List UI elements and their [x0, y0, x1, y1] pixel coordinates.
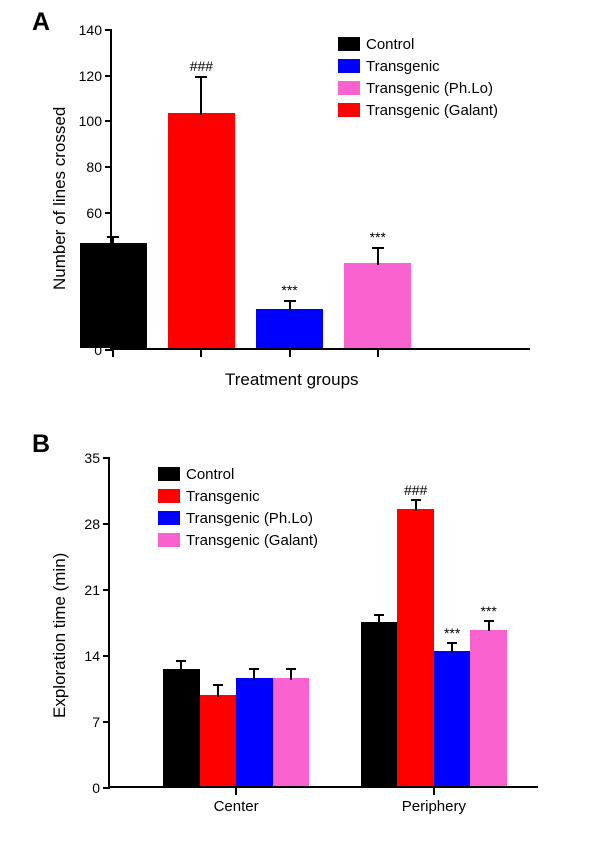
figure-container: A 020406080100120140###****** Number of … — [0, 0, 600, 865]
legend-item: Control — [338, 34, 498, 54]
x-tick-label: Periphery — [384, 798, 484, 815]
legend-item: Transgenic (Galant) — [338, 100, 498, 120]
error-cap — [372, 247, 384, 249]
legend-swatch — [338, 103, 360, 117]
y-tick — [105, 120, 112, 122]
panel-a-xlabel: Treatment groups — [225, 370, 359, 390]
legend-label: Control — [366, 36, 414, 53]
panel-b: B 0 7 14 21 28 35 Center ### ****** Periphery Exp… — [0, 428, 600, 858]
error-cap — [374, 614, 384, 616]
y-tick — [103, 655, 110, 657]
legend-label: Transgenic — [366, 58, 440, 75]
error-cap — [447, 642, 457, 644]
y-tick-label: 28 — [72, 516, 100, 532]
error-bar — [200, 76, 202, 115]
y-tick — [105, 349, 112, 351]
panel-b-legend: Control Transgenic Transgenic (Ph.Lo) Trans… — [158, 464, 318, 552]
panel-a: A 020406080100120140###****** Number of … — [0, 0, 600, 415]
bar — [168, 113, 235, 348]
panel-b-label: B — [32, 430, 50, 459]
significance-marker: *** — [471, 603, 507, 619]
legend-item: Transgenic — [338, 56, 498, 76]
y-tick — [105, 29, 112, 31]
y-tick — [105, 166, 112, 168]
y-tick-label: 7 — [72, 714, 100, 730]
legend-swatch — [338, 37, 360, 51]
x-tick — [112, 350, 114, 357]
bar — [236, 678, 273, 786]
significance-marker: *** — [358, 229, 398, 245]
legend-swatch — [158, 533, 180, 547]
legend-label: Control — [186, 466, 234, 483]
bar — [470, 630, 507, 787]
legend-item: Control — [158, 464, 318, 484]
legend-item: Transgenic (Galant) — [158, 530, 318, 550]
y-tick-label: 21 — [72, 582, 100, 598]
panel-a-label: A — [32, 8, 50, 37]
x-tick — [289, 350, 291, 357]
y-tick — [103, 787, 110, 789]
x-tick-label: Center — [186, 798, 286, 815]
legend-swatch — [338, 81, 360, 95]
y-tick-label: 140 — [70, 22, 102, 38]
error-cap — [213, 684, 223, 686]
error-cap — [286, 668, 296, 670]
significance-marker: ### — [181, 58, 221, 74]
y-tick-label: 100 — [70, 113, 102, 129]
y-tick-label: 0 — [72, 780, 100, 796]
legend-label: Transgenic (Galant) — [366, 102, 498, 119]
y-tick — [105, 212, 112, 214]
legend-swatch — [158, 489, 180, 503]
error-cap — [249, 668, 259, 670]
panel-a-ylabel: Number of lines crossed — [50, 107, 70, 290]
legend-label: Transgenic — [186, 488, 260, 505]
y-tick-label: 120 — [70, 68, 102, 84]
legend-item: Transgenic (Ph.Lo) — [158, 508, 318, 528]
legend-item: Transgenic — [158, 486, 318, 506]
bar — [273, 678, 310, 786]
y-tick-label: 14 — [72, 648, 100, 664]
y-tick — [103, 721, 110, 723]
error-cap — [411, 499, 421, 501]
error-bar — [377, 247, 379, 265]
x-tick — [200, 350, 202, 357]
significance-marker: ### — [398, 482, 434, 498]
bar — [200, 695, 237, 786]
legend-swatch — [158, 467, 180, 481]
bar — [397, 509, 434, 786]
legend-label: Transgenic (Ph.Lo) — [186, 510, 313, 527]
bar — [361, 622, 398, 786]
bar — [434, 651, 471, 786]
y-tick-label: 80 — [70, 159, 102, 175]
y-tick-label: 60 — [70, 205, 102, 221]
legend-item: Transgenic (Ph.Lo) — [338, 78, 498, 98]
x-tick — [377, 350, 379, 357]
panel-a-legend: Control Transgenic Transgenic (Ph.Lo) Trans… — [338, 34, 498, 122]
bar — [80, 243, 147, 348]
y-tick — [103, 523, 110, 525]
bar — [163, 669, 200, 786]
significance-marker: *** — [270, 282, 310, 298]
significance-marker: *** — [434, 625, 470, 641]
error-cap — [176, 660, 186, 662]
y-tick-label: 35 — [72, 450, 100, 466]
legend-label: Transgenic (Ph.Lo) — [366, 80, 493, 97]
panel-b-ylabel: Exploration time (min) — [50, 553, 70, 718]
error-cap — [107, 236, 119, 238]
y-tick — [103, 589, 110, 591]
bar — [344, 263, 411, 348]
error-cap — [484, 620, 494, 622]
x-tick — [433, 788, 435, 795]
error-cap — [284, 300, 296, 302]
bar — [256, 309, 323, 348]
error-cap — [195, 76, 207, 78]
y-tick — [105, 75, 112, 77]
legend-swatch — [338, 59, 360, 73]
legend-swatch — [158, 511, 180, 525]
x-tick — [235, 788, 237, 795]
legend-label: Transgenic (Galant) — [186, 532, 318, 549]
y-tick — [103, 457, 110, 459]
